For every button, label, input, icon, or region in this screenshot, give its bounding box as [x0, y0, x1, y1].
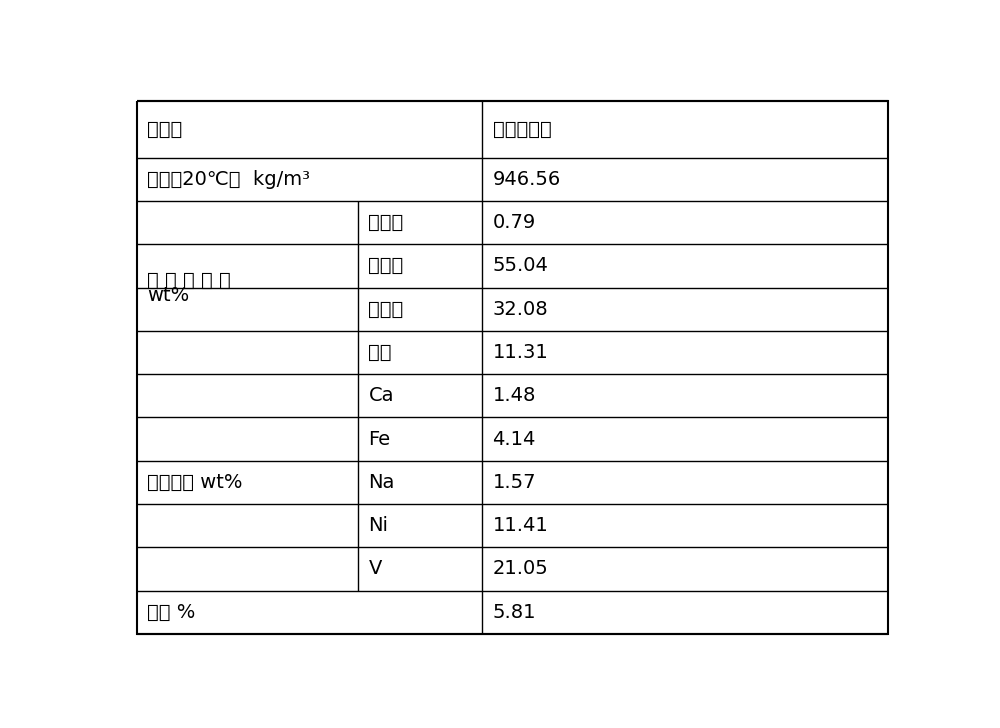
Text: 4.14: 4.14 — [493, 430, 536, 448]
Text: Ni: Ni — [368, 516, 388, 535]
Text: 5.81: 5.81 — [493, 603, 536, 622]
Text: Ca: Ca — [368, 387, 394, 405]
Text: 金属分析 wt%: 金属分析 wt% — [147, 473, 242, 492]
Text: 55.04: 55.04 — [493, 256, 548, 275]
Text: 沥青质: 沥青质 — [368, 213, 404, 232]
Text: 32.08: 32.08 — [493, 300, 548, 319]
Text: 946.56: 946.56 — [493, 170, 561, 189]
Text: 11.31: 11.31 — [493, 343, 548, 362]
Text: 1.57: 1.57 — [493, 473, 536, 492]
Text: 芳香分: 芳香分 — [368, 300, 404, 319]
Text: 混合原料油: 混合原料油 — [493, 120, 551, 139]
Text: wt%: wt% — [147, 285, 189, 304]
Text: Fe: Fe — [368, 430, 391, 448]
Text: 原料油: 原料油 — [147, 120, 182, 139]
Text: 11.41: 11.41 — [493, 516, 548, 535]
Text: 四 组 分 分 析: 四 组 分 分 析 — [147, 271, 230, 290]
Text: 1.48: 1.48 — [493, 387, 536, 405]
Text: 21.05: 21.05 — [493, 559, 548, 579]
Text: 密度（20℃）  kg/m³: 密度（20℃） kg/m³ — [147, 170, 310, 189]
Text: 残炭 %: 残炭 % — [147, 603, 195, 622]
Text: 0.79: 0.79 — [493, 213, 536, 232]
Text: Na: Na — [368, 473, 395, 492]
Text: V: V — [368, 559, 382, 579]
Text: 胶质: 胶质 — [368, 343, 392, 362]
Text: 饱和分: 饱和分 — [368, 256, 404, 275]
